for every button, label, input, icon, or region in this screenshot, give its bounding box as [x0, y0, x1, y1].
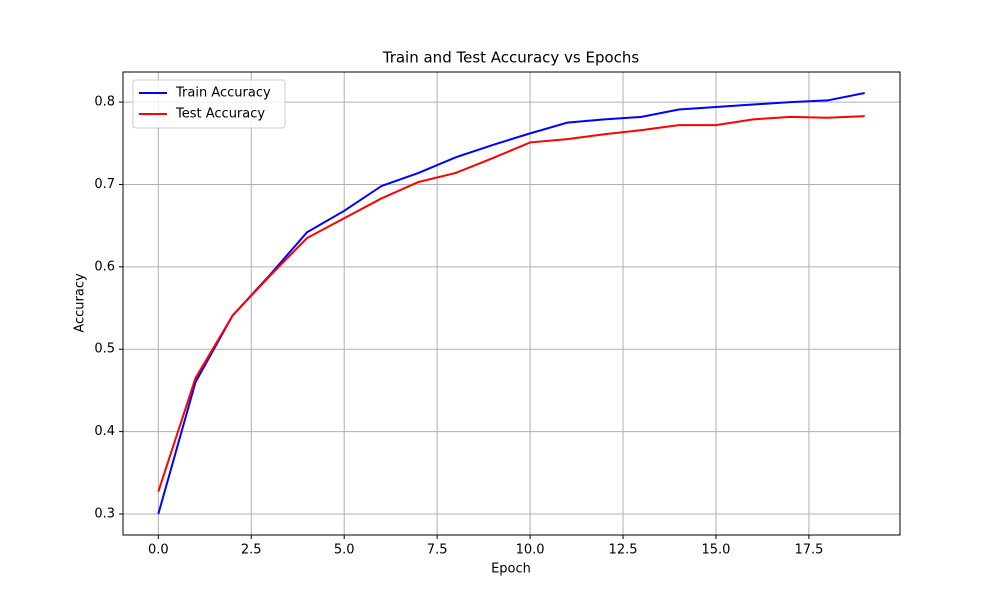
y-tick-label: 0.5 [94, 342, 115, 357]
x-tick-label: 17.5 [794, 543, 823, 558]
legend-label: Train Accuracy [175, 86, 271, 101]
y-tick-label: 0.6 [94, 259, 115, 274]
x-tick-label: 5.0 [334, 543, 355, 558]
y-tick-label: 0.7 [94, 177, 115, 192]
chart-title: Train and Test Accuracy vs Epochs [382, 49, 640, 67]
y-axis-label: Accuracy [73, 273, 88, 333]
legend-box [132, 79, 286, 129]
x-tick-label: 10.0 [516, 543, 545, 558]
x-tick-label: 2.5 [241, 543, 262, 558]
y-tick-label: 0.3 [94, 506, 115, 521]
x-tick-label: 0.0 [148, 543, 169, 558]
x-tick-label: 15.0 [701, 543, 730, 558]
legend: Train Accuracy Test Accuracy [132, 79, 286, 129]
x-tick-label: 7.5 [427, 543, 448, 558]
data-line [157, 115, 865, 493]
y-tick-label: 0.8 [94, 95, 115, 110]
x-axis-label: Epoch [491, 562, 531, 577]
data-line [157, 92, 865, 515]
x-tick-label: 12.5 [609, 543, 638, 558]
legend-label: Test Accuracy [175, 107, 265, 122]
y-tick-label: 0.4 [94, 424, 115, 439]
plot-frame [122, 71, 901, 536]
